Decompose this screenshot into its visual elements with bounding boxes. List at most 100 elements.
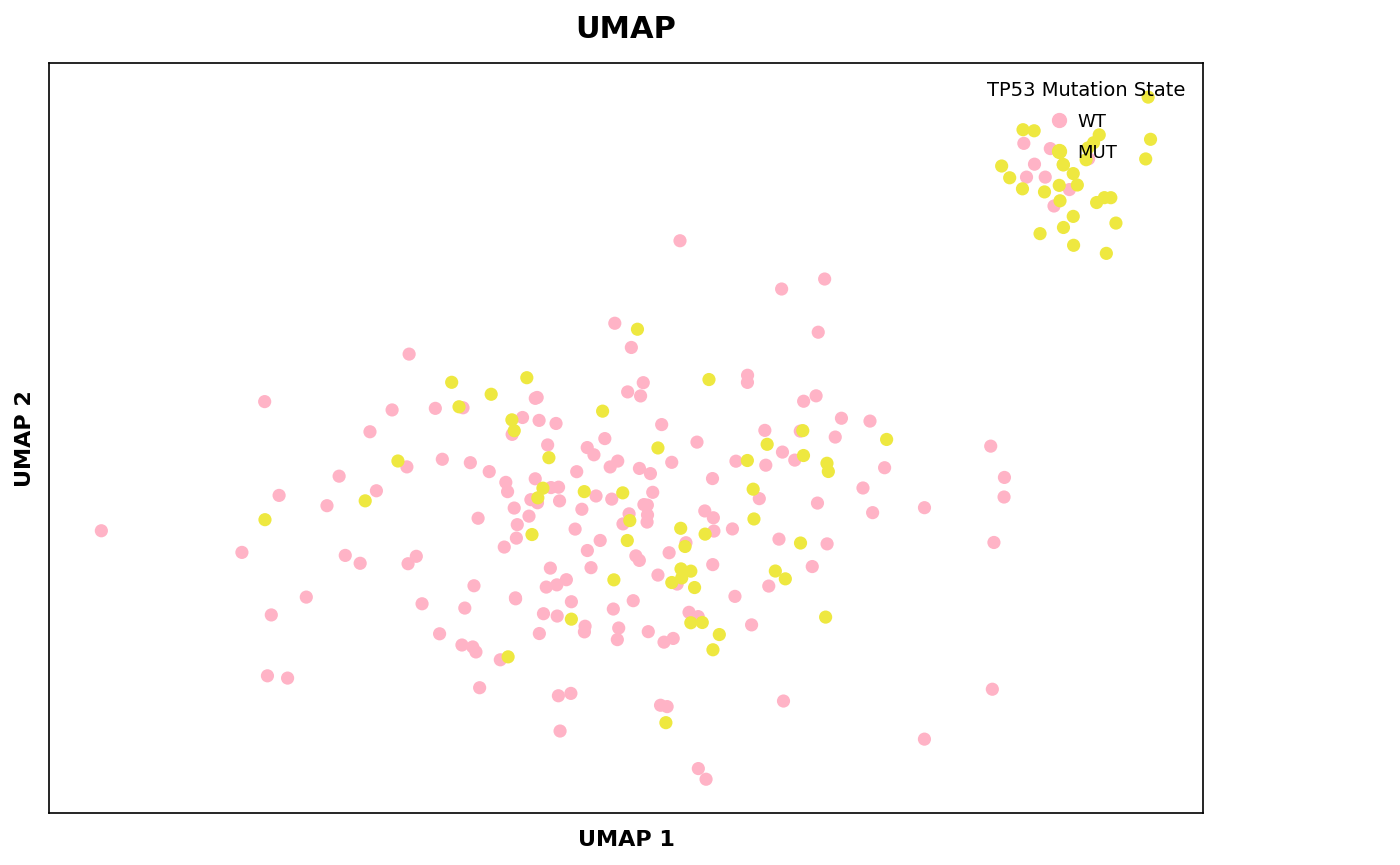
Point [546,578,568,592]
Point [253,513,276,527]
Point [721,522,743,535]
Point [736,453,759,467]
Point [661,455,683,469]
Point [692,616,714,630]
Point [295,590,318,604]
Point [547,689,570,702]
Point [601,492,623,506]
Point [640,467,662,481]
Point [1082,136,1105,150]
Point [701,558,724,572]
Point [679,616,701,630]
Point [524,392,546,406]
Point [398,347,420,361]
Point [701,471,724,485]
Point [679,564,701,578]
Point [526,496,549,509]
Point [349,556,371,570]
Point [260,608,283,622]
Point [448,400,470,413]
Point [791,424,813,438]
Point [736,368,759,382]
Point [497,484,519,498]
Point [511,411,533,425]
Point [354,494,377,508]
Point [1039,142,1061,156]
Point [636,516,658,529]
Point [767,532,790,546]
Point [650,698,672,712]
Point [1053,158,1075,172]
Point [556,573,578,586]
Point [539,561,561,575]
Point [594,432,616,445]
Point [629,462,651,476]
Point [1078,151,1100,165]
Point [813,272,836,286]
Point [1023,157,1046,171]
Point [825,430,847,444]
Point [328,469,350,483]
Point [462,640,484,654]
Point [549,724,571,738]
Point [630,389,652,403]
Point [469,681,491,695]
Point [736,375,759,389]
Point [657,700,679,714]
Y-axis label: UMAP 2: UMAP 2 [15,390,35,486]
Point [515,371,538,385]
Point [1063,167,1085,181]
Point [573,625,595,638]
Legend: WT, MUT: WT, MUT [977,72,1194,171]
Point [536,438,559,452]
Point [1105,216,1127,230]
Point [1049,178,1071,192]
Point [545,417,567,431]
Point [441,375,463,389]
Point [451,638,473,652]
Point [616,534,638,548]
Point [851,481,874,495]
Point [585,489,608,503]
Point [703,511,725,525]
Point [647,441,669,455]
Point [875,432,897,446]
Point [1033,185,1056,199]
Point [770,282,792,296]
Point [1043,199,1065,213]
Point [697,373,720,387]
Point [806,497,829,510]
Point [1077,141,1099,155]
Point [669,562,692,576]
Point [858,414,881,428]
Point [703,524,725,538]
Point [662,631,685,645]
Point [617,507,640,521]
Point [616,385,638,399]
Point [267,489,290,503]
Point [505,518,528,532]
Point [805,389,827,403]
Point [983,535,1005,549]
Point [612,486,634,500]
Point [1029,227,1051,240]
Point [742,483,764,497]
Point [396,460,419,474]
Point [532,606,554,620]
Point [725,454,748,468]
Point [602,602,624,616]
Point [626,323,648,336]
Point [993,490,1015,504]
Point [599,460,622,474]
Point [784,453,806,467]
Point [560,595,582,609]
Point [535,580,557,594]
Point [675,535,697,549]
Point [386,454,409,468]
Point [755,458,777,472]
Point [655,715,678,729]
Point [773,694,795,708]
Point [477,465,500,478]
Point [694,527,717,541]
Point [686,435,708,449]
